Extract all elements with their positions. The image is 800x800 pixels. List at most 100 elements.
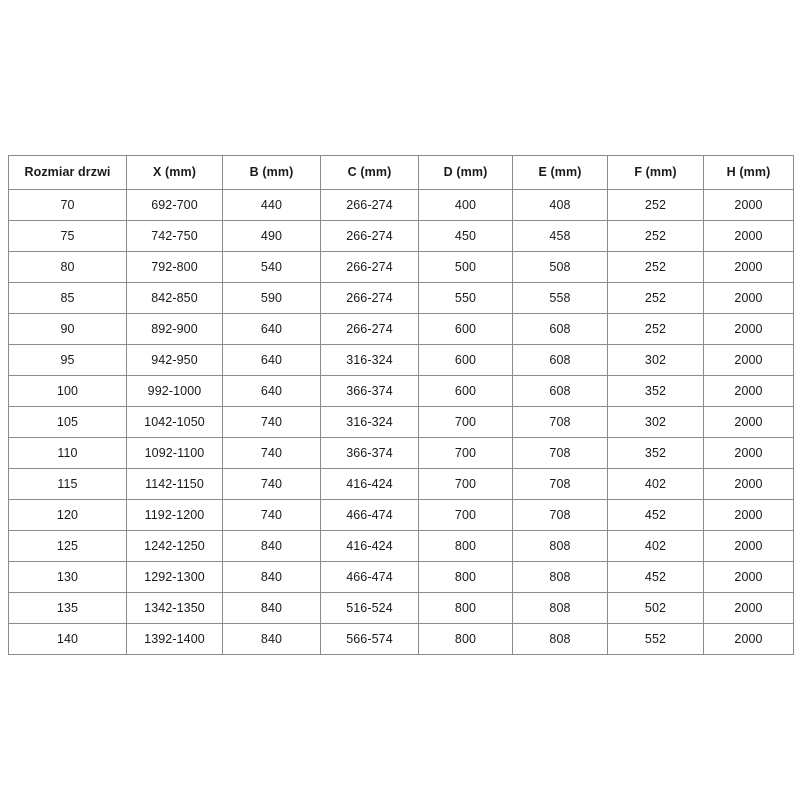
table-row: 75 742-750 490 266-274 450 458 252 2000 <box>8 220 794 252</box>
table-row: 110 1092-1100 740 366-374 700 708 352 2000 <box>8 437 794 469</box>
table-cell: 700 <box>418 406 513 438</box>
table-cell: 302 <box>607 344 704 376</box>
table-row: 80 792-800 540 266-274 500 508 252 2000 <box>8 251 794 283</box>
table-cell: 90 <box>8 313 127 345</box>
table-row: 140 1392-1400 840 566-574 800 808 552 2000 <box>8 623 794 655</box>
table-cell: 2000 <box>703 468 794 500</box>
table-row: 100 992-1000 640 366-374 600 608 352 2000 <box>8 375 794 407</box>
table-cell: 600 <box>418 375 513 407</box>
table-row: 105 1042-1050 740 316-324 700 708 302 2000 <box>8 406 794 438</box>
table-cell: 558 <box>512 282 608 314</box>
table-cell: 266-274 <box>320 251 419 283</box>
table-cell: 452 <box>607 499 704 531</box>
table-cell: 2000 <box>703 313 794 345</box>
table-cell: 440 <box>222 189 321 221</box>
table-cell: 740 <box>222 406 321 438</box>
table-cell: 1392-1400 <box>126 623 223 655</box>
table-body: 70 692-700 440 266-274 400 408 252 2000 75 742-75… <box>8 189 794 655</box>
table-cell: 708 <box>512 406 608 438</box>
column-header-2: B (mm) <box>222 155 321 190</box>
column-header-7: H (mm) <box>703 155 794 190</box>
table-cell: 2000 <box>703 530 794 562</box>
table-row: 130 1292-1300 840 466-474 800 808 452 2000 <box>8 561 794 593</box>
table-cell: 1242-1250 <box>126 530 223 562</box>
table-cell: 316-324 <box>320 344 419 376</box>
table-cell: 2000 <box>703 251 794 283</box>
table-cell: 352 <box>607 437 704 469</box>
table-row: 120 1192-1200 740 466-474 700 708 452 2000 <box>8 499 794 531</box>
table-cell: 302 <box>607 406 704 438</box>
table-cell: 1192-1200 <box>126 499 223 531</box>
table-cell: 800 <box>418 592 513 624</box>
table-cell: 75 <box>8 220 127 252</box>
table-cell: 500 <box>418 251 513 283</box>
table-cell: 600 <box>418 344 513 376</box>
table-cell: 1292-1300 <box>126 561 223 593</box>
table-row: 70 692-700 440 266-274 400 408 252 2000 <box>8 189 794 221</box>
column-header-1: X (mm) <box>126 155 223 190</box>
table-cell: 1342-1350 <box>126 592 223 624</box>
table-row: 95 942-950 640 316-324 600 608 302 2000 <box>8 344 794 376</box>
table-cell: 252 <box>607 251 704 283</box>
table-cell: 366-374 <box>320 375 419 407</box>
table-cell: 266-274 <box>320 220 419 252</box>
table-cell: 100 <box>8 375 127 407</box>
table-cell: 416-424 <box>320 530 419 562</box>
table-cell: 640 <box>222 344 321 376</box>
table-cell: 402 <box>607 468 704 500</box>
table-cell: 400 <box>418 189 513 221</box>
table-cell: 2000 <box>703 220 794 252</box>
table-cell: 608 <box>512 313 608 345</box>
table-cell: 135 <box>8 592 127 624</box>
table-cell: 466-474 <box>320 499 419 531</box>
table-cell: 95 <box>8 344 127 376</box>
table-cell: 2000 <box>703 189 794 221</box>
table-cell: 490 <box>222 220 321 252</box>
table-cell: 408 <box>512 189 608 221</box>
table-row: 115 1142-1150 740 416-424 700 708 402 2000 <box>8 468 794 500</box>
column-header-5: E (mm) <box>512 155 608 190</box>
table-row: 85 842-850 590 266-274 550 558 252 2000 <box>8 282 794 314</box>
spec-table-container: Rozmiar drzwi X (mm) B (mm) C (mm) D (mm) E (… <box>8 155 794 655</box>
table-cell: 700 <box>418 437 513 469</box>
table-cell: 608 <box>512 344 608 376</box>
column-header-3: C (mm) <box>320 155 419 190</box>
table-cell: 402 <box>607 530 704 562</box>
table-cell: 70 <box>8 189 127 221</box>
table-cell: 105 <box>8 406 127 438</box>
table-cell: 452 <box>607 561 704 593</box>
table-row: 125 1242-1250 840 416-424 800 808 402 2000 <box>8 530 794 562</box>
table-cell: 120 <box>8 499 127 531</box>
table-cell: 366-374 <box>320 437 419 469</box>
table-cell: 2000 <box>703 499 794 531</box>
table-cell: 600 <box>418 313 513 345</box>
table-cell: 740 <box>222 437 321 469</box>
table-cell: 80 <box>8 251 127 283</box>
table-cell: 550 <box>418 282 513 314</box>
table-cell: 416-424 <box>320 468 419 500</box>
table-cell: 566-574 <box>320 623 419 655</box>
table-cell: 2000 <box>703 437 794 469</box>
table-cell: 2000 <box>703 592 794 624</box>
table-cell: 1092-1100 <box>126 437 223 469</box>
table-cell: 792-800 <box>126 251 223 283</box>
table-cell: 516-524 <box>320 592 419 624</box>
table-cell: 800 <box>418 530 513 562</box>
table-cell: 540 <box>222 251 321 283</box>
table-header: Rozmiar drzwi X (mm) B (mm) C (mm) D (mm) E (… <box>8 155 794 190</box>
table-cell: 458 <box>512 220 608 252</box>
table-cell: 800 <box>418 561 513 593</box>
table-cell: 352 <box>607 375 704 407</box>
table-cell: 840 <box>222 623 321 655</box>
table-cell: 800 <box>418 623 513 655</box>
table-cell: 608 <box>512 375 608 407</box>
table-cell: 708 <box>512 437 608 469</box>
table-cell: 808 <box>512 623 608 655</box>
table-cell: 252 <box>607 220 704 252</box>
table-cell: 466-474 <box>320 561 419 593</box>
table-row: 135 1342-1350 840 516-524 800 808 502 2000 <box>8 592 794 624</box>
table-cell: 2000 <box>703 623 794 655</box>
table-cell: 808 <box>512 561 608 593</box>
table-cell: 2000 <box>703 375 794 407</box>
